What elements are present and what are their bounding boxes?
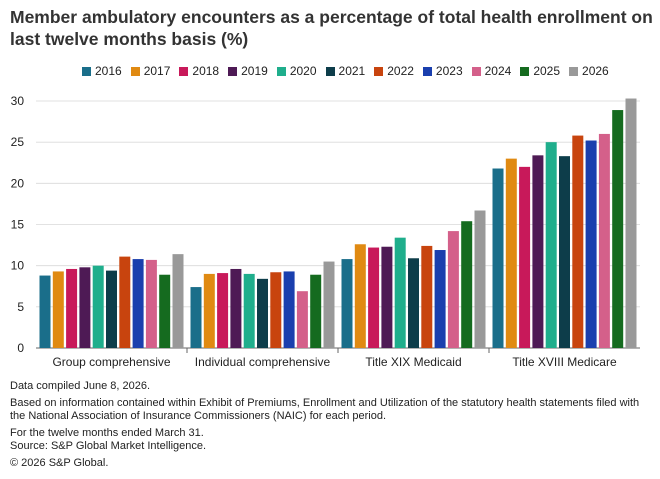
legend-item-2019: 2019 bbox=[228, 64, 268, 78]
legend-label: 2019 bbox=[241, 64, 268, 78]
legend-item-2024: 2024 bbox=[471, 64, 512, 78]
x-category-label: Individual comprehensive bbox=[195, 355, 331, 369]
legend-label: 2017 bbox=[143, 64, 171, 78]
y-tick-label: 25 bbox=[11, 135, 25, 149]
y-tick-label: 30 bbox=[11, 94, 25, 108]
bar-2025 bbox=[461, 221, 473, 348]
bar-2026 bbox=[172, 254, 184, 348]
x-category-label: Title XIX Medicaid bbox=[365, 355, 461, 369]
bar-2023 bbox=[132, 259, 144, 348]
legend-swatch bbox=[422, 66, 432, 76]
bar-2025 bbox=[612, 110, 624, 348]
bar-2022 bbox=[270, 272, 282, 348]
x-category-label: Group comprehensive bbox=[52, 355, 170, 369]
legend-item-2025: 2025 bbox=[520, 64, 560, 78]
y-tick-label: 15 bbox=[11, 218, 25, 232]
y-tick-label: 5 bbox=[17, 300, 24, 314]
bar-2024 bbox=[296, 291, 308, 348]
bar-2016 bbox=[39, 275, 51, 348]
y-tick-label: 10 bbox=[11, 259, 25, 273]
bar-2026 bbox=[474, 210, 486, 348]
bar-2023 bbox=[434, 250, 446, 348]
legend-swatch bbox=[228, 66, 238, 76]
bar-2019 bbox=[230, 268, 242, 348]
legend-label: 2022 bbox=[387, 64, 414, 78]
legend-item-2018: 2018 bbox=[179, 64, 219, 78]
bar-2021 bbox=[559, 156, 570, 348]
bar-2017 bbox=[203, 273, 215, 348]
chart-title: Member ambulatory encounters as a percen… bbox=[10, 7, 653, 49]
note-based-on: Based on information contained within Ex… bbox=[10, 396, 640, 423]
legend-label: 2024 bbox=[484, 64, 512, 78]
legend-label: 2018 bbox=[192, 64, 220, 78]
note-compiled: Data compiled June 8, 2026. bbox=[10, 380, 151, 392]
legend-item-2017: 2017 bbox=[130, 64, 171, 78]
x-category-label: Title XVIII Medicare bbox=[512, 355, 617, 369]
legend-swatch bbox=[325, 66, 335, 76]
bar-2024 bbox=[145, 259, 157, 348]
legend-swatch bbox=[179, 66, 189, 76]
legend-swatch bbox=[276, 66, 286, 76]
bar-2021 bbox=[106, 270, 117, 348]
bar-2020 bbox=[394, 237, 406, 348]
bar-2026 bbox=[625, 98, 637, 348]
note-period: For the twelve months ended March 31. bbox=[10, 426, 204, 439]
y-tick-label: 20 bbox=[11, 176, 25, 190]
bar-2017 bbox=[505, 158, 517, 348]
legend-item-2022: 2022 bbox=[374, 64, 414, 78]
bar-2017 bbox=[52, 271, 64, 348]
bar-2024 bbox=[598, 133, 610, 348]
y-tick-label: 0 bbox=[17, 341, 24, 355]
bar-2026 bbox=[323, 261, 335, 348]
legend-item-2026: 2026 bbox=[569, 64, 609, 78]
chart-legend: 2016 2017 2018 2019 2020 2021 2022 2023 2024 2025… bbox=[82, 64, 618, 78]
legend-label: 2023 bbox=[435, 64, 463, 78]
bar-2025 bbox=[159, 274, 171, 348]
bar-2019 bbox=[381, 246, 393, 348]
legend-swatch bbox=[374, 66, 384, 76]
legend-item-2021: 2021 bbox=[325, 64, 366, 78]
bar-2020 bbox=[545, 142, 557, 348]
bar-2019 bbox=[532, 155, 544, 348]
bar-2020 bbox=[243, 273, 255, 348]
chart-notes: Data compiled June 8, 2026. Based on inf… bbox=[10, 380, 650, 470]
bar-2021 bbox=[257, 278, 268, 348]
legend-label: 2021 bbox=[338, 64, 366, 78]
bar-2018 bbox=[368, 247, 380, 348]
bar-2022 bbox=[572, 135, 584, 348]
bar-2016 bbox=[492, 168, 504, 348]
bar-2019 bbox=[79, 267, 91, 348]
note-source: Source: S&P Global Market Intelligence. bbox=[10, 440, 207, 452]
bar-2025 bbox=[310, 274, 322, 348]
bar-2018 bbox=[519, 166, 531, 348]
legend-label: 2026 bbox=[582, 64, 609, 78]
bar-2017 bbox=[354, 244, 366, 348]
legend-swatch bbox=[569, 66, 579, 76]
legend-swatch bbox=[471, 66, 481, 76]
bar-2016 bbox=[190, 287, 202, 348]
legend-swatch bbox=[130, 66, 140, 76]
bar-2018 bbox=[66, 268, 78, 348]
legend-swatch bbox=[82, 66, 91, 76]
bar-2022 bbox=[421, 245, 433, 348]
legend-item-2016: 2016 bbox=[82, 64, 122, 78]
bar-2021 bbox=[408, 258, 419, 348]
bar-2018 bbox=[217, 273, 229, 348]
legend-label: 2020 bbox=[289, 64, 317, 78]
legend-label: 2016 bbox=[95, 64, 122, 78]
bar-2016 bbox=[341, 259, 353, 348]
note-copyright: © 2026 S&P Global. bbox=[10, 456, 109, 469]
bar-2022 bbox=[119, 256, 131, 348]
bar-2023 bbox=[585, 140, 597, 348]
bar-2020 bbox=[92, 265, 104, 348]
bar-2023 bbox=[283, 271, 295, 348]
legend-label: 2025 bbox=[533, 64, 561, 78]
legend-item-2020: 2020 bbox=[276, 64, 317, 78]
legend-swatch bbox=[520, 66, 530, 76]
legend-item-2023: 2023 bbox=[422, 64, 463, 78]
bar-2024 bbox=[447, 231, 459, 348]
